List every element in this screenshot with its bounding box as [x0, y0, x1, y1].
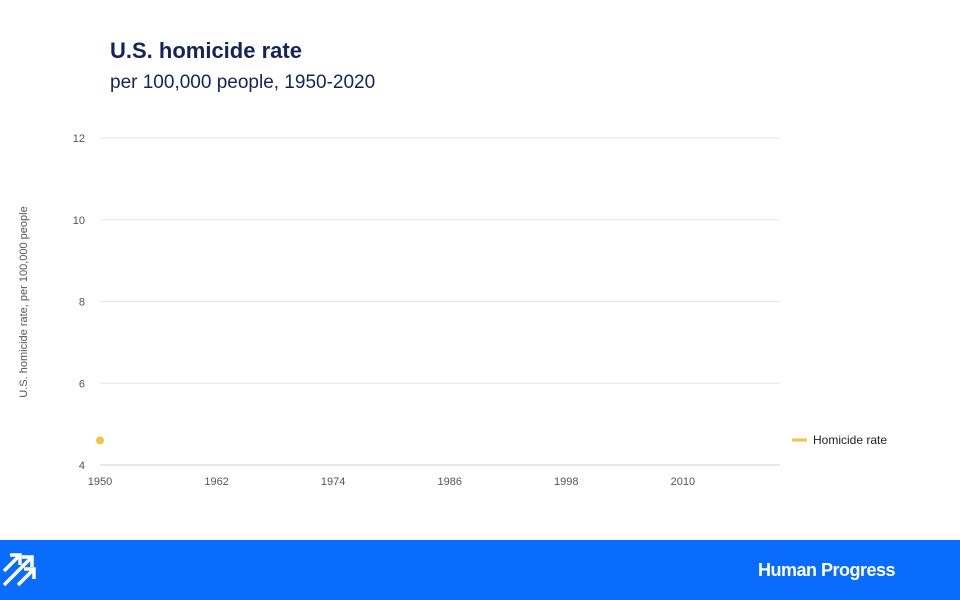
- legend-label: Homicide rate: [813, 433, 887, 447]
- brand-name: Human Progress: [757, 560, 896, 580]
- x-tick-label: 1962: [204, 476, 228, 488]
- y-tick-label: 4: [79, 460, 85, 472]
- y-tick-label: 6: [79, 378, 85, 390]
- x-tick-label: 1974: [321, 476, 345, 488]
- x-tick-label: 1950: [88, 476, 112, 488]
- y-tick-label: 10: [73, 215, 85, 227]
- human-progress-logo-icon: [2, 553, 36, 587]
- chart-title: U.S. homicide rate: [110, 38, 302, 63]
- x-tick-label: 1986: [437, 476, 461, 488]
- chart-subtitle: per 100,000 people, 1950-2020: [110, 72, 376, 93]
- footer-bar: Human Progress: [0, 540, 960, 600]
- x-tick-label: 1998: [554, 476, 578, 488]
- chart-area: 4 6 8 10 12 1950 1962 1974 1986 1998 2010 Homicide …: [73, 133, 888, 488]
- y-tick-label: 8: [79, 297, 85, 309]
- data-point: [96, 436, 104, 445]
- y-tick-label: 12: [73, 133, 85, 145]
- x-tick-label: 2010: [671, 476, 695, 488]
